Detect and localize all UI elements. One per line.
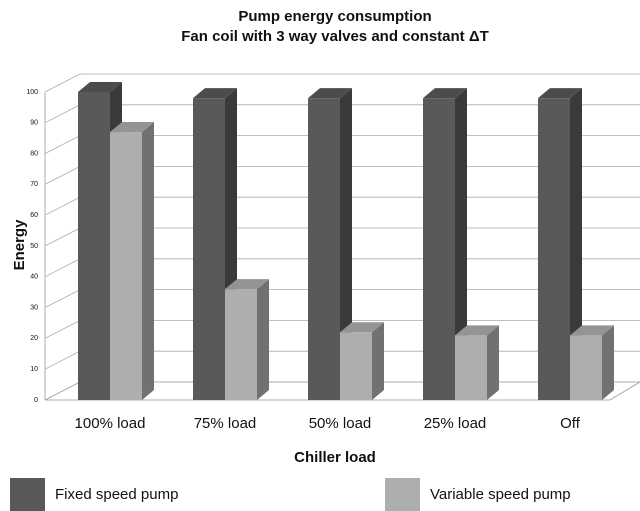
bar-side	[372, 322, 384, 400]
legend-label: Variable speed pump	[430, 486, 571, 503]
bar-top	[340, 322, 384, 333]
bar	[193, 88, 237, 400]
chart-subtitle: Fan coil with 3 way valves and constant …	[181, 28, 489, 45]
legend-swatch	[385, 478, 420, 511]
y-tick-label: 80	[30, 150, 38, 157]
bar	[538, 88, 582, 400]
bar-side	[570, 88, 582, 400]
y-tick-label: 20	[30, 335, 38, 342]
y-tick-label: 90	[30, 120, 38, 127]
bar	[340, 322, 384, 400]
bar-side	[340, 88, 352, 400]
bar-top	[193, 88, 237, 99]
legend-label: Fixed speed pump	[55, 486, 178, 503]
y-tick-label: 100	[26, 89, 38, 96]
x-tick-label: 50% load	[309, 415, 372, 432]
bar	[110, 122, 154, 401]
bar-side	[487, 325, 499, 400]
x-tick-label: 100% load	[75, 415, 146, 432]
bar-top	[308, 88, 352, 99]
y-tick-label: 0	[34, 397, 38, 404]
bar-top	[455, 325, 499, 336]
bar-front	[308, 98, 340, 400]
chart-title: Pump energy consumption	[238, 8, 431, 25]
bar-top	[423, 88, 467, 99]
bar	[570, 325, 614, 400]
y-tick-label: 40	[30, 274, 38, 281]
grid-line	[44, 73, 640, 93]
x-axis-label: Chiller load	[294, 449, 376, 466]
bar-front	[225, 289, 257, 400]
bar	[455, 325, 499, 400]
legend-swatch	[10, 478, 45, 511]
bar-top	[570, 325, 614, 336]
bar-top	[225, 279, 269, 290]
bar-front	[193, 98, 225, 400]
bar	[308, 88, 352, 400]
bar	[225, 279, 269, 400]
bar-side	[142, 122, 154, 400]
bar-top	[538, 88, 582, 99]
bar-front	[423, 98, 455, 400]
bar-front	[570, 335, 602, 400]
bar-front	[538, 98, 570, 400]
bar-front	[78, 92, 110, 400]
y-tick-label: 30	[30, 304, 38, 311]
x-tick-label: 75% load	[194, 415, 257, 432]
bar-side	[602, 325, 614, 400]
y-tick-label: 60	[30, 212, 38, 219]
bar-top	[78, 82, 122, 92]
bar-front	[455, 335, 487, 400]
bar-front	[110, 132, 142, 401]
y-tick-label: 50	[30, 243, 38, 250]
y-axis-label: Energy	[11, 219, 28, 271]
bar-top	[110, 122, 154, 133]
y-tick-label: 70	[30, 181, 38, 188]
bar-front	[340, 332, 372, 400]
bar-side	[455, 88, 467, 400]
x-tick-label: 25% load	[424, 415, 487, 432]
y-tick-label: 10	[30, 366, 38, 373]
bar	[423, 88, 467, 400]
bar-side	[257, 279, 269, 400]
x-tick-label: Off	[560, 415, 581, 432]
